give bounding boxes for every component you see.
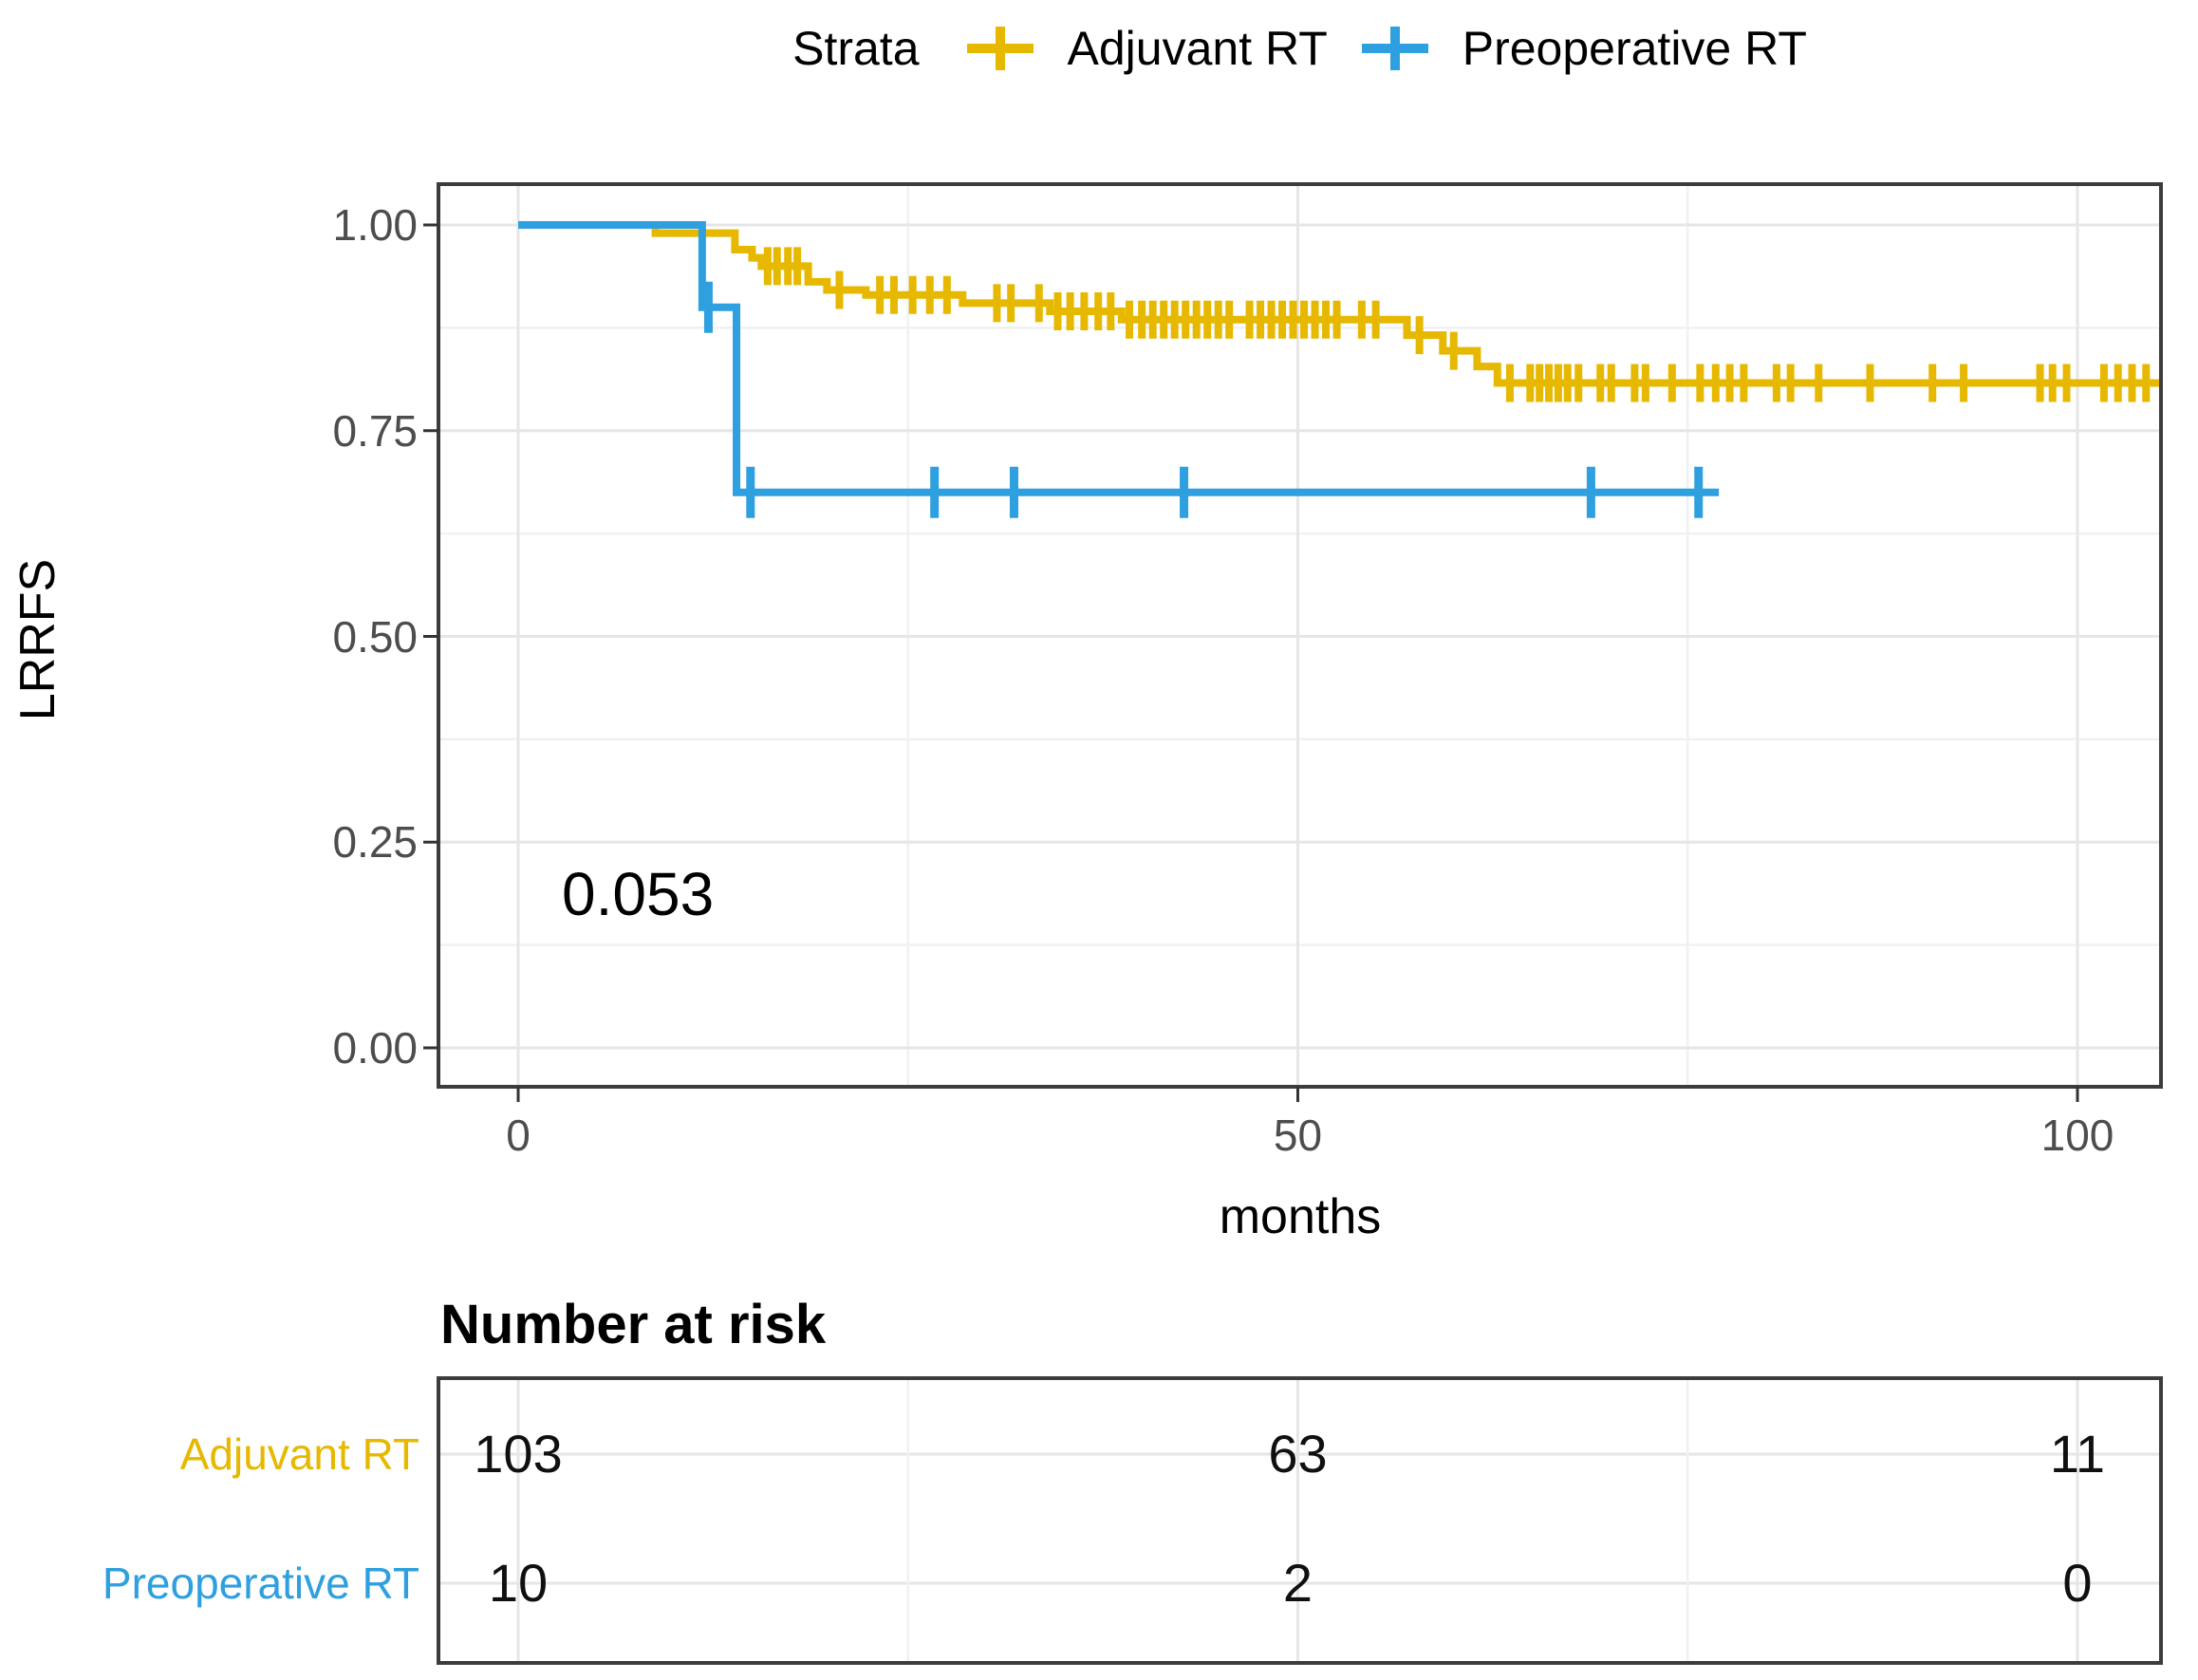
risk-table-value: 2 [1282,1553,1313,1613]
x-tick-label: 100 [2040,1111,2114,1160]
y-axis-title: LRRFS [10,558,65,721]
risk-table-value: 10 [488,1553,549,1613]
adjuvant-rt-cross-icon [966,27,1034,70]
km-curve-preoperative-rt [518,221,1720,496]
x-tick-label: 0 [506,1111,531,1160]
risk-row-label-preoperative-rt: Preoperative RT [102,1559,419,1608]
legend: Strata Adjuvant RT Preoperative RT [438,21,2161,76]
legend-label-preoperative-rt: Preoperative RT [1462,22,1807,75]
risk-row-label-adjuvant-rt: Adjuvant RT [179,1429,419,1479]
p-value-label: 0.053 [562,860,715,928]
legend-label-adjuvant-rt: Adjuvant RT [1067,22,1328,75]
risk-table-value: 0 [2062,1553,2093,1613]
x-axis-title: months [1219,1189,1382,1244]
y-tick-label: 1.00 [332,200,418,250]
risk-table-value: 11 [2049,1424,2106,1484]
y-tick-label: 0.25 [332,817,418,868]
y-tick-label: 0.00 [332,1023,418,1073]
preoperative-rt-cross-icon [1361,27,1428,70]
risk-table-title: Number at risk [440,1294,827,1355]
legend-title: Strata [792,22,920,75]
risk-table-border [437,1376,2163,1665]
y-tick-label: 0.75 [332,405,418,456]
x-tick-label: 50 [1273,1111,1323,1160]
y-tick-label: 0.50 [332,611,418,662]
risk-table-value: 103 [474,1424,563,1484]
risk-table-value: 63 [1268,1424,1328,1484]
